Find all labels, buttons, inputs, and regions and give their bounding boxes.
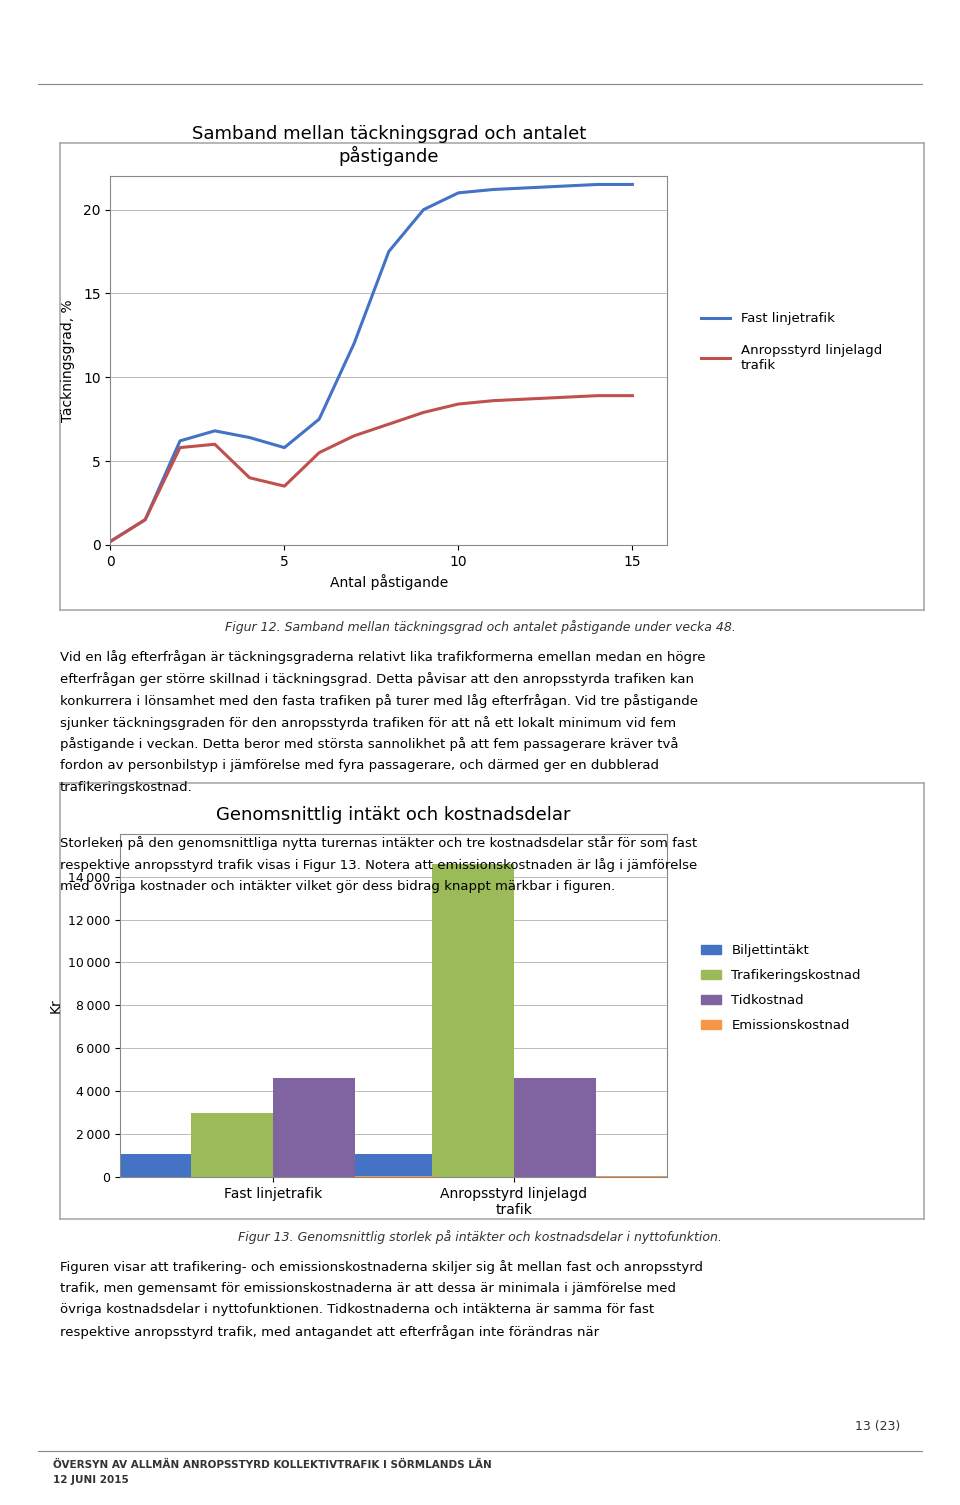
Text: 13 (23): 13 (23) xyxy=(855,1419,900,1433)
Text: med övriga kostnader och intäkter vilket gör dess bidrag knappt märkbar i figure: med övriga kostnader och intäkter vilket… xyxy=(60,880,614,892)
Legend: Biljettintäkt, Trafikeringskostnad, Tidkostnad, Emissionskostnad: Biljettintäkt, Trafikeringskostnad, Tidk… xyxy=(696,939,866,1037)
Text: konkurrera i lönsamhet med den fasta trafiken på turer med låg efterfrågan. Vid : konkurrera i lönsamhet med den fasta tra… xyxy=(60,694,698,707)
Text: efterfrågan ger större skillnad i täckningsgrad. Detta påvisar att den anropssty: efterfrågan ger större skillnad i täckni… xyxy=(60,671,693,686)
Text: Figur 12. Samband mellan täckningsgrad och antalet påstigande under vecka 48.: Figur 12. Samband mellan täckningsgrad o… xyxy=(225,620,735,634)
Title: Samband mellan täckningsgrad och antalet
påstigande: Samband mellan täckningsgrad och antalet… xyxy=(192,125,586,166)
Bar xyxy=(274,1078,355,1177)
Text: Figuren visar att trafikering- och emissionskostnaderna skiljer sig åt mellan fa: Figuren visar att trafikering- och emiss… xyxy=(60,1260,703,1273)
Text: övriga kostnadsdelar i nyttofunktionen. Tidkostnaderna och intäkterna är samma f: övriga kostnadsdelar i nyttofunktionen. … xyxy=(60,1303,654,1317)
Y-axis label: Kr: Kr xyxy=(48,998,62,1013)
Text: respektive anropsstyrd trafik, med antagandet att efterfrågan inte förändras när: respektive anropsstyrd trafik, med antag… xyxy=(60,1324,599,1339)
Text: fordon av personbilstyp i jämförelse med fyra passagerare, och därmed ger en dub: fordon av personbilstyp i jämförelse med… xyxy=(60,759,659,772)
Text: Storleken på den genomsnittliga nytta turernas intäkter och tre kostnadsdelar st: Storleken på den genomsnittliga nytta tu… xyxy=(60,837,697,850)
Text: trafik, men gemensamt för emissionskostnaderna är att dessa är minimala i jämför: trafik, men gemensamt för emissionskostn… xyxy=(60,1282,676,1294)
Text: trafikeringskostnad.: trafikeringskostnad. xyxy=(60,781,192,795)
Bar xyxy=(514,1078,596,1177)
Title: Genomsnittlig intäkt och kostnadsdelar: Genomsnittlig intäkt och kostnadsdelar xyxy=(216,805,571,823)
Text: Figur 13. Genomsnittlig storlek på intäkter och kostnadsdelar i nyttofunktion.: Figur 13. Genomsnittlig storlek på intäk… xyxy=(238,1230,722,1243)
Text: sjunker täckningsgraden för den anropsstyrda trafiken för att nå ett lokalt mini: sjunker täckningsgraden för den anropsst… xyxy=(60,716,676,730)
Bar xyxy=(191,1112,274,1177)
Text: respektive anropsstyrd trafik visas i Figur 13. Notera att emissionskostnaden är: respektive anropsstyrd trafik visas i Fi… xyxy=(60,858,697,871)
Bar xyxy=(432,864,514,1177)
Bar xyxy=(109,1154,191,1177)
X-axis label: Antal påstigande: Antal påstigande xyxy=(329,573,448,590)
Y-axis label: Täckningsgrad, %: Täckningsgrad, % xyxy=(60,299,75,421)
Text: Vid en låg efterfrågan är täckningsgraderna relativt lika trafikformerna emellan: Vid en låg efterfrågan är täckningsgrade… xyxy=(60,650,705,664)
Legend: Fast linjetrafik, Anropsstyrd linjelagd
trafik: Fast linjetrafik, Anropsstyrd linjelagd … xyxy=(696,307,887,378)
Text: påstigande i veckan. Detta beror med största sannolikhet på att fem passagerare : påstigande i veckan. Detta beror med stö… xyxy=(60,737,678,751)
Bar xyxy=(349,1154,432,1177)
Text: ÖVERSYN AV ALLMÄN ANROPSSTYRD KOLLEKTIVTRAFIK I SÖRMLANDS LÄN: ÖVERSYN AV ALLMÄN ANROPSSTYRD KOLLEKTIVT… xyxy=(53,1460,492,1470)
Text: 12 JUNI 2015: 12 JUNI 2015 xyxy=(53,1475,129,1485)
